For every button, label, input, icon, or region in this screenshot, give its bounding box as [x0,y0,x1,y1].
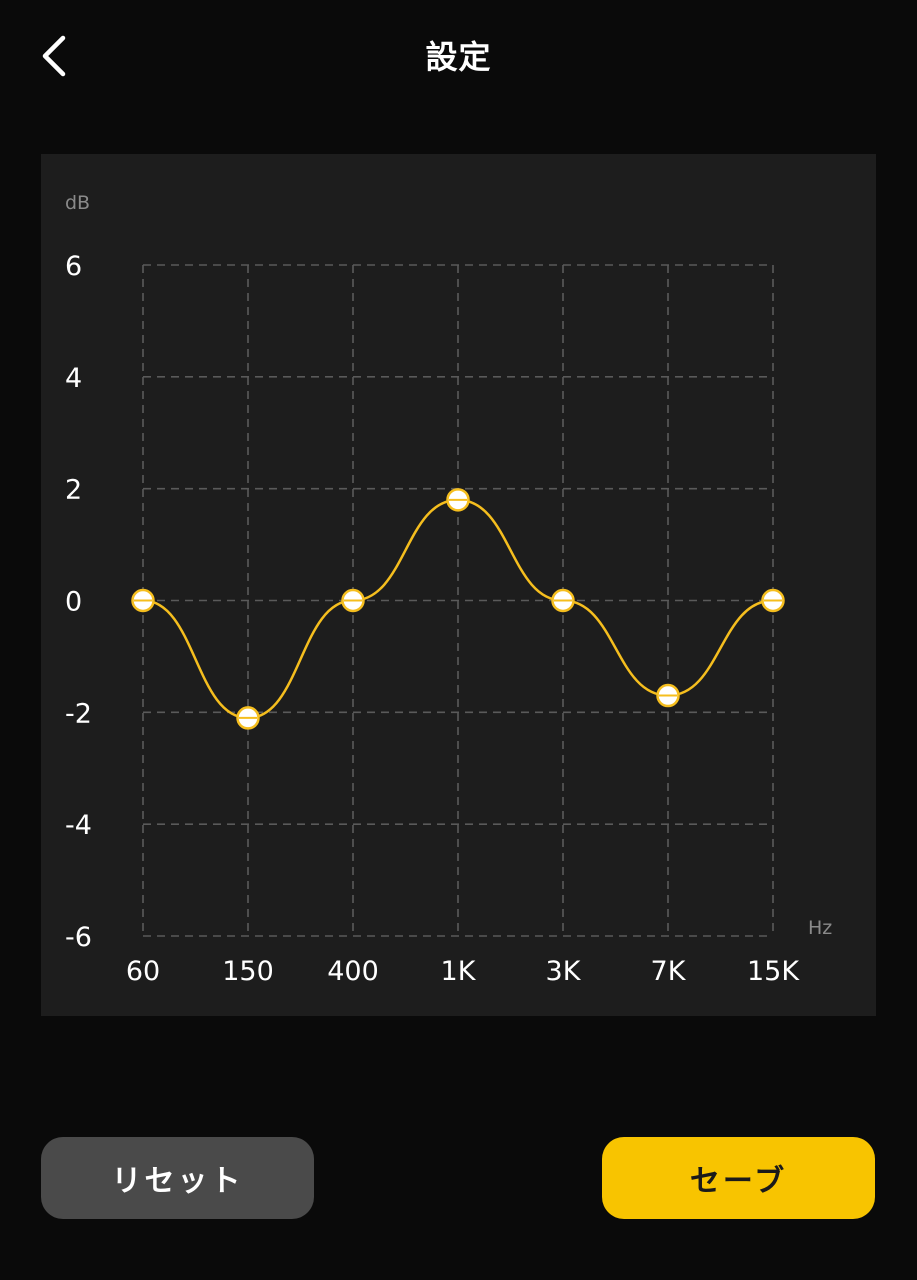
eq-band-handle-60[interactable] [131,588,155,613]
eq-band-handle-15k[interactable] [761,588,785,613]
reset-button[interactable]: リセット [41,1137,314,1219]
y-tick-label: -2 [65,698,92,729]
back-button[interactable] [28,30,80,82]
x-axis-label: Hz [808,917,832,939]
y-axis-ticks: 6 4 2 0 -2 -4 -6 [65,251,92,953]
equalizer-chart: 6 4 2 0 -2 -4 -6 60 150 400 1K 3K 7K 15K dB Hz [65,192,832,987]
y-tick-label: 4 [65,363,82,394]
x-tick-label: 60 [126,956,160,987]
eq-band-handle-3k[interactable] [551,588,575,613]
x-tick-label: 7K [651,956,687,987]
x-tick-label: 3K [546,956,582,987]
equalizer-panel: 6 4 2 0 -2 -4 -6 60 150 400 1K 3K 7K 15K dB Hz [41,154,876,1016]
eq-band-handle-1k[interactable] [446,488,470,512]
y-axis-label: dB [65,192,90,214]
x-tick-label: 15K [747,956,800,987]
y-tick-label: -6 [65,922,92,953]
eq-band-handles [131,488,785,730]
eq-band-handle-400[interactable] [341,588,365,613]
eq-band-handle-150[interactable] [236,706,260,730]
header: 設定 [0,0,917,112]
save-button[interactable]: セーブ [602,1137,875,1219]
x-axis-ticks: 60 150 400 1K 3K 7K 15K [126,956,801,987]
y-tick-label: 6 [65,251,82,282]
chart-grid [142,264,774,937]
page-title: 設定 [425,38,492,76]
x-tick-label: 400 [327,956,379,987]
x-tick-label: 150 [222,956,274,987]
y-tick-label: -4 [65,810,92,841]
x-tick-label: 1K [441,956,477,987]
chevron-left-icon [42,35,66,77]
eq-band-handle-7k[interactable] [656,683,680,708]
y-tick-label: 0 [65,587,82,618]
y-tick-label: 2 [65,475,82,506]
